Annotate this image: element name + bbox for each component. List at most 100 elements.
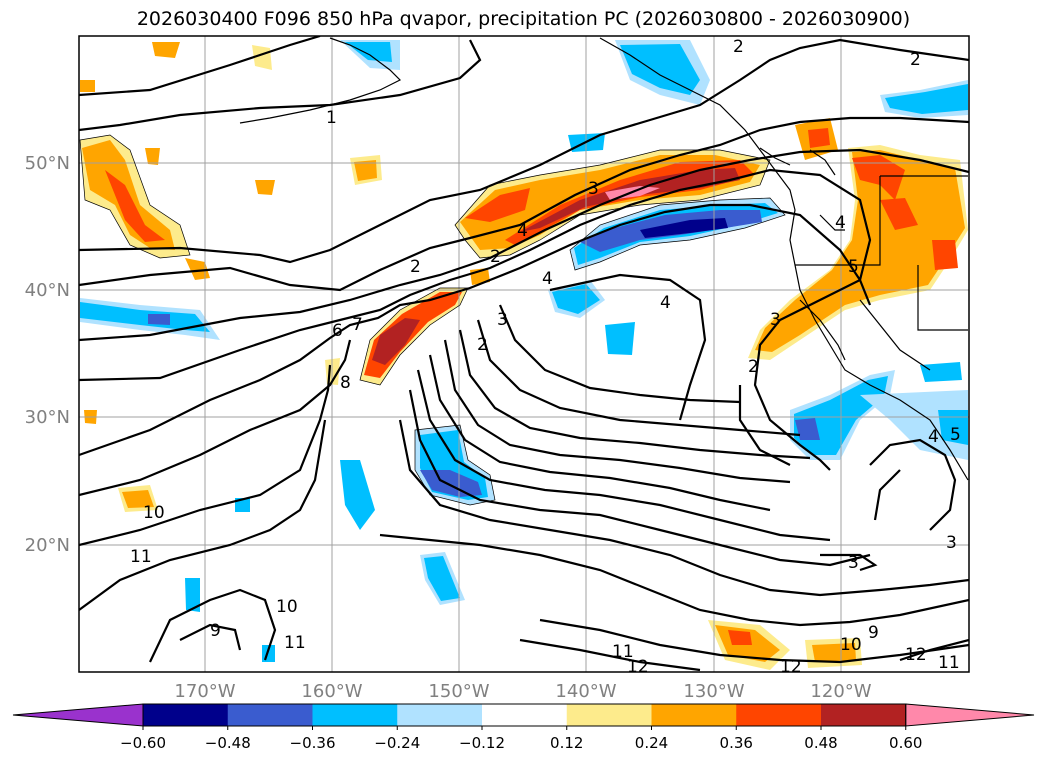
contour-label: 10 <box>276 597 298 617</box>
colorbar-tick-label: −0.36 <box>290 734 336 752</box>
contour-label: 3 <box>588 179 599 199</box>
contour-label: 2 <box>477 335 488 355</box>
contour-label: 1 <box>326 108 337 128</box>
shade-positive <box>465 188 530 222</box>
shade-positive <box>354 160 377 181</box>
lon-label: 130°W <box>683 681 744 702</box>
shade-negative <box>424 556 460 601</box>
contour-label: 11 <box>130 547 152 567</box>
colorbar-segment <box>312 704 398 726</box>
map-frame <box>78 35 970 673</box>
contour-label: 3 <box>946 533 957 553</box>
contour-label: 4 <box>835 213 846 233</box>
shade-negative <box>605 322 635 355</box>
shade-negative <box>340 460 375 530</box>
shade-positive <box>372 318 420 365</box>
qvapor-contours <box>79 36 969 672</box>
shade-negative <box>938 410 968 445</box>
colorbar-segment <box>736 704 822 726</box>
shade-positive <box>808 128 830 148</box>
shade-positive <box>755 150 965 352</box>
contour-label: 2 <box>748 357 759 377</box>
colorbar-tick-label: 0.36 <box>720 734 753 752</box>
shade-positive <box>185 258 210 280</box>
contour-label: 6 <box>332 321 343 341</box>
contour-label: 2 <box>733 37 744 57</box>
shade-negative <box>640 218 728 238</box>
contour-label: 2 <box>910 50 921 70</box>
shade-positive <box>728 630 752 645</box>
precip-shading <box>80 40 968 670</box>
contour-label: 2 <box>410 257 421 277</box>
colorbar-tick-label: −0.60 <box>120 734 166 752</box>
contour-label: 3 <box>848 553 859 573</box>
lon-label: 120°W <box>810 681 871 702</box>
lon-label: 160°W <box>301 681 362 702</box>
map-plot-area: 2 2 1 3 2 4 2 4 4 3 2 6 7 8 4 5 3 2 10 1… <box>79 36 969 677</box>
lat-label: 30°N <box>25 407 70 428</box>
shade-outlines <box>79 134 786 506</box>
shade-negative <box>620 44 700 95</box>
shade-positive <box>80 80 95 92</box>
contour-label: 10 <box>840 635 862 655</box>
shade-negative <box>920 362 962 382</box>
shade-positive <box>145 148 160 165</box>
contour-label: 11 <box>284 633 306 653</box>
contour-label: 3 <box>497 310 508 330</box>
shade-negative <box>345 42 392 62</box>
shade-negative <box>885 84 968 114</box>
lat-label: 20°N <box>25 535 70 556</box>
contour-label: 4 <box>928 427 939 447</box>
lon-label: 140°W <box>555 681 616 702</box>
shade-positive <box>252 45 272 70</box>
colorbar-extend-low <box>12 703 144 727</box>
shade-positive <box>122 490 154 508</box>
shade-negative <box>552 284 600 314</box>
colorbar: −0.60 −0.48 −0.36 −0.24 −0.12 0.12 0.24 0.36 0.4… <box>12 703 1035 752</box>
colorbar-tick-label: 0.24 <box>635 734 668 752</box>
shade-positive <box>932 240 958 270</box>
shade-negative <box>148 314 170 325</box>
contour-label: 12 <box>905 645 927 665</box>
colorbar-tick-label: 0.60 <box>889 734 922 752</box>
shade-positive <box>520 168 740 232</box>
contour-label: 5 <box>848 257 859 277</box>
colorbar-segment <box>397 704 483 726</box>
coastlines <box>239 37 969 481</box>
colorbar-tick-label: 0.48 <box>804 734 837 752</box>
shade-negative <box>420 470 482 497</box>
colorbar-frame <box>142 703 907 727</box>
shade-positive <box>152 42 180 58</box>
colorbar-segment <box>651 704 737 726</box>
contour-label: 11 <box>938 653 960 673</box>
shade-positive <box>255 180 275 195</box>
shade-negative <box>860 390 968 460</box>
contour-label: 12 <box>627 657 649 677</box>
lat-label: 40°N <box>25 280 70 301</box>
shade-positive <box>880 198 918 230</box>
lat-label: 50°N <box>25 153 70 174</box>
contour-label: 4 <box>542 269 553 289</box>
lon-label: 150°W <box>428 681 489 702</box>
contour-labels: 2 2 1 3 2 4 2 4 4 3 2 6 7 8 4 5 3 2 10 1… <box>130 37 961 677</box>
gridlines <box>79 36 969 672</box>
shade-negative <box>235 498 250 512</box>
contour-label: 4 <box>660 293 671 313</box>
shade-positive <box>852 155 905 200</box>
figure-title: 2026030400 F096 850 hPa qvapor, precipit… <box>136 8 911 30</box>
shade-positive <box>105 170 165 242</box>
colorbar-segment <box>143 704 229 726</box>
contour-label: 5 <box>950 425 961 445</box>
colorbar-segment <box>566 704 652 726</box>
colorbar-extend-high <box>905 703 1035 727</box>
colorbar-tick-label: −0.24 <box>374 734 420 752</box>
contour-label: 7 <box>352 315 363 335</box>
contour-label: 9 <box>868 623 879 643</box>
colorbar-segment <box>482 704 568 726</box>
lon-label: 170°W <box>174 681 235 702</box>
shade-negative <box>80 302 210 332</box>
colorbar-tick-label: −0.48 <box>205 734 251 752</box>
latitude-labels: 50°N 40°N 30°N 20°N <box>25 153 70 556</box>
shade-negative <box>795 418 820 440</box>
